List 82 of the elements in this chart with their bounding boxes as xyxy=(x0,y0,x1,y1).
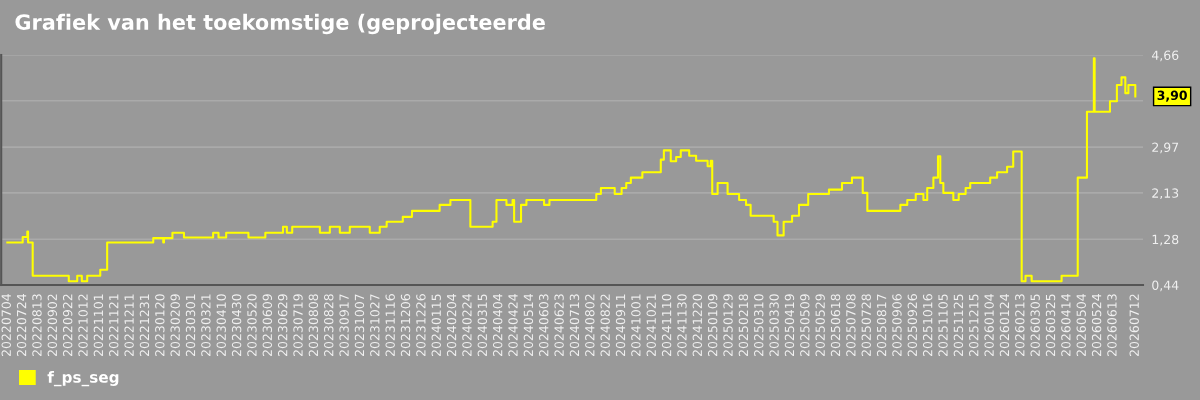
x-tick-label: 20241021 xyxy=(646,294,656,357)
y-tick-label: 4,66 xyxy=(1151,50,1179,62)
x-tick-label: 20240224 xyxy=(462,294,472,357)
x-tick-label: 20230520 xyxy=(247,294,257,357)
x-tick-label: 20230209 xyxy=(170,294,180,357)
x-tick-label: 20251125 xyxy=(953,294,964,357)
x-tick-label: 20260325 xyxy=(1045,294,1056,357)
x-tick-label: 20240623 xyxy=(554,294,564,357)
x-tick-label: 20240802 xyxy=(585,294,595,357)
x-tick-label: 20240424 xyxy=(508,294,518,357)
x-tick-label: 20230629 xyxy=(277,294,288,357)
x-tick-label: 20231226 xyxy=(416,294,426,357)
x-tick-label: 20230120 xyxy=(155,294,165,357)
x-tick-label: 20251105 xyxy=(938,294,948,357)
x-tick-label: 20250906 xyxy=(892,294,902,357)
x-tick-label: 20240404 xyxy=(492,294,503,357)
x-tick-label: 20250529 xyxy=(815,294,825,357)
annotation: 3,90 xyxy=(1157,90,1187,102)
x-tick-label: 20221101 xyxy=(93,294,104,357)
x-tick-label: 20220922 xyxy=(62,294,73,357)
x-tick-label: 20230609 xyxy=(262,294,273,357)
x-tick-label: 20250926 xyxy=(907,294,918,357)
x-tick-label: 20231007 xyxy=(354,294,365,357)
x-tick-label: 20221211 xyxy=(124,294,134,357)
x-tick-label: 20240315 xyxy=(477,294,488,357)
x-tick-label: 20240115 xyxy=(431,294,441,357)
x-tick-label: 20260504 xyxy=(1076,294,1086,357)
y-tick-label: 1,28 xyxy=(1152,234,1179,246)
x-tick-label: 20240514 xyxy=(523,294,534,357)
x-tick-label: 20250708 xyxy=(846,294,856,357)
x-tick-label: 20250509 xyxy=(800,294,810,357)
x-tick-label: 20260613 xyxy=(1107,294,1117,357)
x-tick-label: 20231206 xyxy=(400,294,411,357)
x-tick-label: 20241220 xyxy=(692,294,703,357)
y-tick-label: 0,44 xyxy=(1152,280,1179,292)
x-tick-label: 20250218 xyxy=(738,294,749,357)
x-tick-label: 20250728 xyxy=(861,294,871,357)
x-tick-label: 20231116 xyxy=(385,294,395,357)
x-tick-label: 20220704 xyxy=(1,294,11,357)
x-tick-label: 20250109 xyxy=(707,294,718,357)
x-tick-label: 20240911 xyxy=(615,294,626,357)
x-tick-label: 20230719 xyxy=(293,294,303,357)
x-tick-label: 20250330 xyxy=(769,294,779,357)
x-tick-label: 20240603 xyxy=(539,294,549,357)
x-tick-label: 20260213 xyxy=(1015,294,1025,357)
x-tick-label: 20260124 xyxy=(999,294,1010,357)
x-tick-label: 20240713 xyxy=(569,294,580,357)
x-tick-label: 20230410 xyxy=(216,294,226,357)
x-tick-label: 20230917 xyxy=(339,294,349,357)
x-tick-label: 20230430 xyxy=(231,294,242,357)
y-tick-label: 2,13 xyxy=(1152,188,1179,200)
x-tick-label: 20251215 xyxy=(969,294,979,357)
x-tick-label: 20251016 xyxy=(922,294,933,357)
x-tick-label: 20241130 xyxy=(677,294,687,357)
x-tick-label: 20241001 xyxy=(631,294,641,357)
x-tick-label: 20240822 xyxy=(600,294,610,357)
legend-label: f_ps_seg xyxy=(47,371,119,387)
x-tick-label: 20240204 xyxy=(446,294,457,357)
x-tick-label: 20220813 xyxy=(32,294,42,357)
x-tick-label: 20220724 xyxy=(16,294,27,357)
x-tick-label: 20231027 xyxy=(370,294,380,357)
chart-title: Grafiek van het toekomstige (geprojecteerde xyxy=(15,13,545,35)
x-tick-label: 20260712 xyxy=(1129,294,1139,357)
x-tick-label: 20250618 xyxy=(830,294,841,357)
x-tick-label: 20250817 xyxy=(876,294,887,357)
x-tick-label: 20260305 xyxy=(1030,294,1040,357)
x-tick-label: 20250419 xyxy=(784,294,795,357)
x-tick-label: 20260524 xyxy=(1091,294,1102,357)
x-tick-label: 20250129 xyxy=(723,294,733,357)
x-tick-label: 20230828 xyxy=(324,294,334,357)
x-tick-label: 20221012 xyxy=(78,294,88,357)
x-tick-label: 20230321 xyxy=(201,294,211,357)
y-tick-label: 2,97 xyxy=(1152,142,1179,154)
x-tick-label: 20260414 xyxy=(1061,294,1071,357)
x-tick-label: 20250310 xyxy=(754,294,764,357)
x-tick-label: 20230808 xyxy=(308,294,319,357)
x-tick-label: 20230301 xyxy=(185,294,196,357)
x-tick-label: 20260104 xyxy=(984,294,994,357)
x-tick-label: 20221231 xyxy=(139,294,150,357)
x-tick-label: 20241110 xyxy=(661,294,672,357)
x-tick-label: 20220902 xyxy=(47,294,58,357)
x-tick-label: 20221121 xyxy=(109,294,119,357)
